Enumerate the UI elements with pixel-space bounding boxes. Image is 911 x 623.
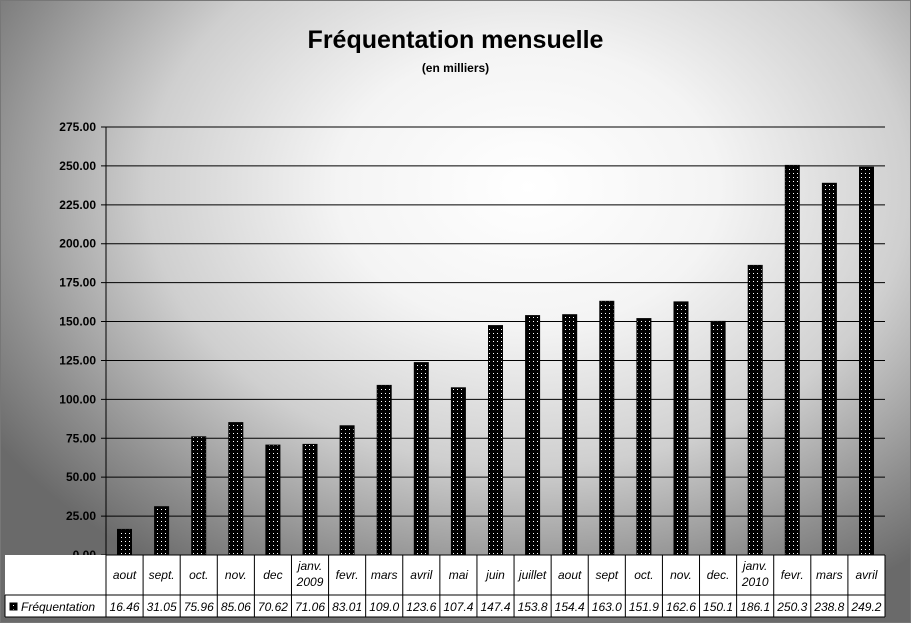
bar xyxy=(747,264,763,556)
y-tick-label: 75.00 xyxy=(66,431,96,445)
value-label: 107.4 xyxy=(443,600,473,614)
value-label: 153.8 xyxy=(518,600,548,614)
y-tick-label: 250.00 xyxy=(59,159,96,173)
legend-series-name: Fréquentation xyxy=(21,600,95,614)
y-tick-label: 200.00 xyxy=(59,237,96,251)
value-label: 83.01 xyxy=(332,600,362,614)
value-label: 75.96 xyxy=(184,600,214,614)
value-label: 238.8 xyxy=(813,600,844,614)
category-label: oct. xyxy=(634,568,653,582)
value-label: 147.4 xyxy=(480,600,510,614)
category-label: aout xyxy=(113,568,137,582)
category-label: fevr. xyxy=(336,568,359,582)
value-label: 70.62 xyxy=(258,600,288,614)
category-label: mai xyxy=(449,568,469,582)
bar xyxy=(525,315,541,556)
category-label: dec. xyxy=(707,568,730,582)
data-table-background xyxy=(5,555,885,617)
value-label: 16.46 xyxy=(110,600,140,614)
category-label: sept. xyxy=(149,568,175,582)
category-label: juillet xyxy=(517,568,547,582)
value-label: 250.3 xyxy=(776,600,807,614)
category-label: avril xyxy=(410,568,432,582)
category-label: mars xyxy=(371,568,398,582)
bar xyxy=(413,362,429,556)
bar xyxy=(265,444,281,556)
value-label: 31.05 xyxy=(147,600,177,614)
value-label: 71.06 xyxy=(295,600,325,614)
bar xyxy=(636,318,652,556)
bar xyxy=(488,325,503,556)
category-label: oct. xyxy=(189,568,208,582)
bar xyxy=(710,320,726,556)
y-tick-label: 225.00 xyxy=(59,198,96,212)
category-label: sept xyxy=(595,568,618,582)
category-label: janv. 2009 xyxy=(296,559,324,589)
value-label: 150.1 xyxy=(703,600,733,614)
value-label: 151.9 xyxy=(629,600,659,614)
y-tick-label: 175.00 xyxy=(59,276,96,290)
value-label: 154.4 xyxy=(555,600,585,614)
bar xyxy=(191,436,207,556)
category-label: nov. xyxy=(225,568,247,582)
chart-subtitle: (en milliers) xyxy=(421,61,490,75)
y-tick-label: 25.00 xyxy=(66,509,96,523)
category-label: dec xyxy=(263,568,282,582)
bar xyxy=(228,422,244,556)
y-tick-label: 125.00 xyxy=(59,353,96,367)
bar xyxy=(339,425,355,556)
bar xyxy=(302,443,318,556)
value-label: 249.2 xyxy=(850,600,881,614)
bar xyxy=(117,528,132,556)
value-label: 123.6 xyxy=(406,600,436,614)
y-tick-label: 50.00 xyxy=(66,470,96,484)
category-label: janv. 2010 xyxy=(741,559,769,589)
bar xyxy=(821,182,837,556)
bar xyxy=(376,384,392,556)
category-label: juin xyxy=(484,568,505,582)
y-tick-label: 275.00 xyxy=(59,120,96,134)
chart-title: Fréquentation mensuelle xyxy=(307,26,604,54)
category-label: fevr. xyxy=(781,568,804,582)
y-tick-label: 100.00 xyxy=(59,392,96,406)
y-tick-label: 150.00 xyxy=(59,315,96,329)
legend-key xyxy=(9,602,18,611)
value-label: 186.1 xyxy=(740,600,770,614)
bar xyxy=(154,506,170,556)
bar xyxy=(562,314,578,556)
value-label: 109.0 xyxy=(369,600,399,614)
value-label: 163.0 xyxy=(592,600,622,614)
category-label: aout xyxy=(558,568,582,582)
bar xyxy=(784,164,800,556)
bar xyxy=(450,387,466,556)
bar xyxy=(859,166,874,556)
value-label: 85.06 xyxy=(221,600,251,614)
category-label: avril xyxy=(855,568,877,582)
bar xyxy=(599,300,615,556)
category-label: mars xyxy=(816,568,843,582)
category-label: nov. xyxy=(670,568,692,582)
value-label: 162.6 xyxy=(666,600,696,614)
bar xyxy=(673,301,689,556)
